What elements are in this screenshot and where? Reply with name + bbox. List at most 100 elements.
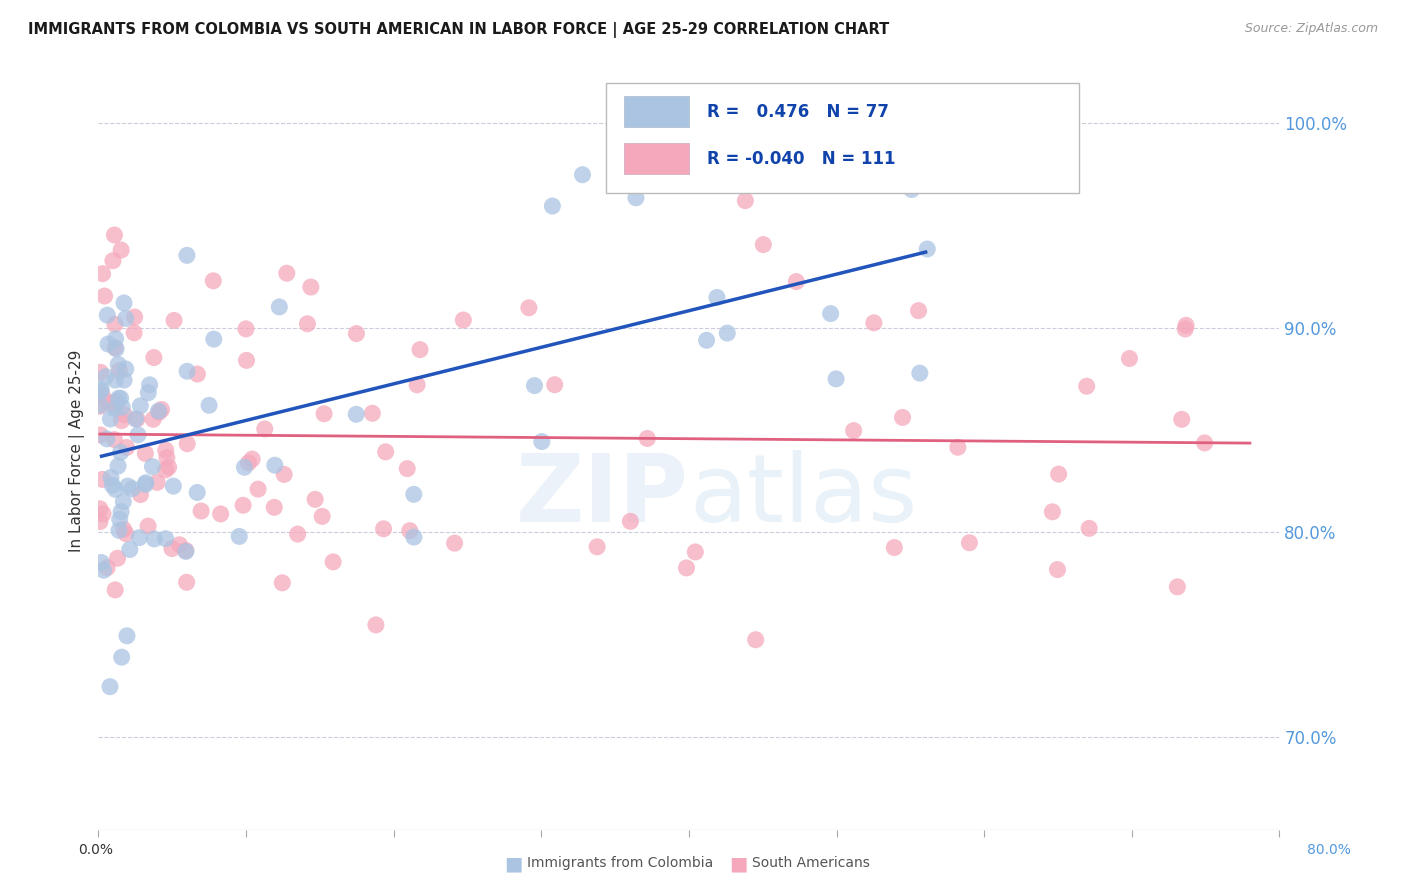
- Point: [1174, 322, 1197, 336]
- Point: [110, 414, 132, 428]
- Point: [228, 529, 250, 543]
- Point: [398, 524, 420, 538]
- Point: [108, 512, 131, 526]
- Point: [825, 372, 848, 386]
- Point: [155, 443, 177, 458]
- Point: [146, 475, 169, 490]
- Point: [105, 342, 128, 356]
- Point: [716, 326, 738, 340]
- Point: [586, 540, 609, 554]
- Point: [100, 470, 122, 484]
- Point: [304, 492, 326, 507]
- Point: [136, 519, 159, 533]
- Point: [269, 300, 291, 314]
- Point: [402, 487, 425, 501]
- Point: [118, 542, 141, 557]
- Point: [108, 363, 131, 377]
- Point: [1046, 563, 1069, 577]
- Point: [176, 364, 198, 378]
- Point: [619, 514, 641, 528]
- Point: [115, 441, 138, 455]
- Text: R = -0.040   N = 111: R = -0.040 N = 111: [707, 150, 896, 168]
- Text: ■: ■: [503, 854, 523, 873]
- Point: [111, 401, 134, 415]
- Point: [311, 509, 333, 524]
- Point: [142, 351, 165, 365]
- Point: [91, 388, 114, 402]
- Text: 80.0%: 80.0%: [1306, 843, 1351, 857]
- Point: [110, 392, 132, 406]
- Point: [1175, 318, 1198, 333]
- Point: [523, 378, 546, 392]
- Point: [138, 377, 160, 392]
- Point: [1194, 436, 1216, 450]
- Point: [115, 629, 138, 643]
- Point: [186, 485, 208, 500]
- Point: [273, 467, 295, 482]
- Point: [232, 498, 254, 512]
- Point: [114, 362, 136, 376]
- Point: [908, 366, 931, 380]
- Point: [174, 544, 197, 558]
- Point: [706, 290, 728, 304]
- Point: [198, 398, 221, 412]
- Point: [143, 532, 166, 546]
- Point: [238, 456, 260, 470]
- Point: [155, 532, 177, 546]
- Point: [734, 194, 756, 208]
- Point: [104, 373, 127, 387]
- Point: [636, 432, 658, 446]
- Point: [169, 538, 191, 552]
- Point: [900, 182, 922, 196]
- Point: [917, 242, 939, 256]
- Point: [124, 310, 146, 324]
- Point: [247, 482, 270, 496]
- Point: [907, 303, 929, 318]
- Point: [98, 412, 121, 426]
- Point: [190, 504, 212, 518]
- Point: [297, 317, 319, 331]
- Point: [276, 266, 298, 280]
- Point: [90, 556, 112, 570]
- Point: [89, 515, 111, 529]
- Point: [891, 410, 914, 425]
- Point: [117, 479, 139, 493]
- Point: [104, 582, 127, 597]
- Point: [863, 316, 886, 330]
- Point: [112, 373, 135, 387]
- Point: [104, 483, 127, 497]
- Point: [96, 308, 118, 322]
- Point: [96, 560, 118, 574]
- Point: [122, 326, 145, 340]
- Point: [744, 632, 766, 647]
- Point: [127, 428, 149, 442]
- FancyBboxPatch shape: [624, 144, 689, 174]
- Point: [1166, 580, 1188, 594]
- Point: [94, 369, 117, 384]
- Point: [685, 545, 707, 559]
- Point: [530, 434, 553, 449]
- Point: [163, 313, 186, 327]
- Point: [91, 472, 114, 486]
- Point: [141, 459, 163, 474]
- Point: [104, 332, 127, 346]
- Point: [253, 422, 276, 436]
- Point: [959, 535, 981, 549]
- Point: [97, 395, 120, 409]
- Text: South Americans: South Americans: [752, 856, 870, 871]
- Point: [396, 461, 419, 475]
- Point: [107, 357, 129, 371]
- Point: [98, 680, 121, 694]
- Point: [406, 377, 429, 392]
- Point: [112, 494, 135, 508]
- Point: [121, 482, 143, 496]
- Point: [346, 326, 368, 341]
- Point: [373, 522, 395, 536]
- Point: [103, 227, 125, 242]
- Point: [402, 530, 425, 544]
- Point: [263, 458, 285, 473]
- Point: [156, 450, 179, 465]
- Point: [202, 274, 225, 288]
- Point: [235, 322, 257, 336]
- Point: [91, 267, 114, 281]
